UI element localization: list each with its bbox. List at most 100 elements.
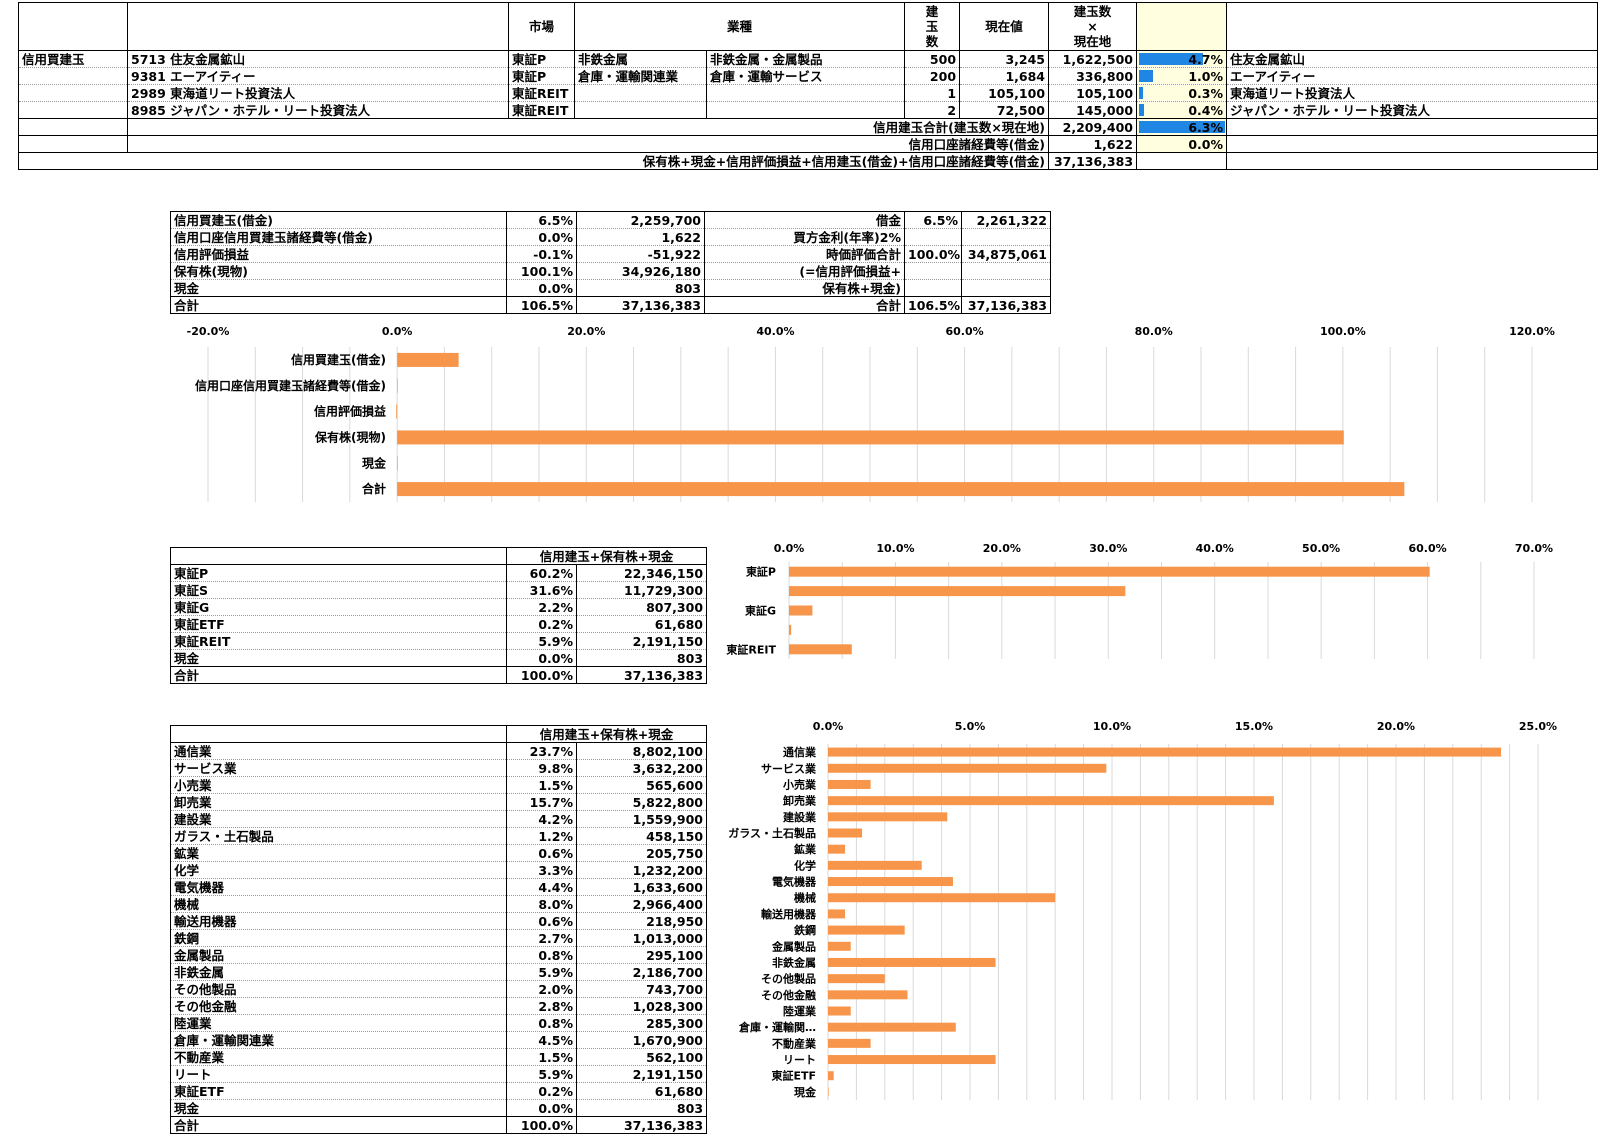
- industry-bar-chart: 0.0% 5.0% 10.0% 15.0% 20.0% 25.0% 通信業サービス業小売業卸…: [728, 720, 1557, 1100]
- row-label: 非鉄金属: [170, 963, 507, 981]
- bar: [789, 605, 813, 616]
- value-cell: 1,622,500: [1048, 50, 1138, 68]
- column-header: 信用建玉+保有株+現金: [505, 547, 708, 565]
- table-row: 東証ETF 0.2% 61,680: [170, 615, 708, 633]
- bar: [828, 779, 871, 789]
- right-value: [961, 279, 1051, 297]
- value-cell: 336,800: [1048, 67, 1138, 85]
- row-label: 東証G: [170, 598, 507, 616]
- bar: [397, 456, 398, 471]
- position-row: 9381 エーアイティー 東証P 倉庫・運輸関連業 倉庫・運輸サービス 200 1,684…: [18, 67, 1599, 85]
- row-label: 東証ETF: [170, 1082, 507, 1100]
- row-value: 1,670,900: [575, 1031, 708, 1049]
- row-value: 1,028,300: [575, 997, 708, 1015]
- x-tick-label: 20.0%: [983, 542, 1021, 555]
- bar: [828, 828, 863, 838]
- x-tick-label: 80.0%: [1135, 325, 1173, 338]
- row-label: 信用口座信用買建玉諸経費等(借金): [170, 228, 507, 246]
- category-label: 信用口座信用買建玉諸経費等(借金): [195, 378, 386, 393]
- row-pct: 100.0%: [506, 1116, 577, 1134]
- x-tick-label: 120.0%: [1509, 325, 1555, 338]
- row-label: 保有株(現物): [170, 262, 507, 280]
- row-value: 5,822,800: [575, 793, 708, 811]
- row-pct: 1.2%: [506, 827, 577, 845]
- table-row: その他製品 2.0% 743,700: [170, 980, 708, 998]
- market-cell: 東証P: [508, 67, 575, 85]
- row-value: 1,622: [576, 228, 705, 246]
- market-cell: 東証REIT: [508, 84, 575, 102]
- bar: [396, 404, 398, 419]
- pct-value: 1.0%: [1188, 68, 1224, 84]
- x-tick-label: 50.0%: [1302, 542, 1340, 555]
- category-label: 保有株(現物): [314, 429, 386, 444]
- x-tick-label: 10.0%: [1093, 720, 1131, 733]
- row-pct: 31.6%: [506, 581, 577, 599]
- right-label: 借金: [704, 211, 905, 229]
- row-value: 743,700: [575, 980, 708, 998]
- total-row: 合計 100.0% 37,136,383: [170, 666, 708, 684]
- right-name-cell: ジャパン・ホテル・リート投資法人: [1226, 101, 1599, 119]
- right-name-cell: エーアイティー: [1226, 67, 1599, 85]
- table-row: 電気機器 4.4% 1,633,600: [170, 878, 708, 896]
- pct-data-bar: [1139, 87, 1144, 99]
- category-label: 信用買建玉(借金): [291, 352, 386, 367]
- row-pct: 5.9%: [506, 1065, 577, 1083]
- blank: [1226, 118, 1599, 136]
- row-value: 34,926,180: [576, 262, 705, 280]
- table-row: サービス業 9.8% 3,632,200: [170, 759, 708, 777]
- category-label: 陸運業: [783, 1004, 817, 1018]
- industry-cell: [574, 84, 707, 102]
- row-pct: 8.0%: [506, 895, 577, 913]
- qty-cell: 200: [904, 67, 961, 85]
- blank: [18, 118, 128, 136]
- x-tick-label: 0.0%: [382, 325, 413, 338]
- row-label: 合計: [170, 1116, 507, 1134]
- row-value: 565,600: [575, 776, 708, 794]
- header-row: 市場 業種 建 玉 数 現在値 建玉数 × 現在地: [18, 2, 1599, 51]
- blank: [1226, 135, 1599, 153]
- column-header: 信用建玉+保有株+現金: [505, 725, 708, 743]
- stock-cell: 8985 ジャパン・ホテル・リート投資法人: [127, 101, 509, 119]
- row-value: 803: [575, 649, 708, 667]
- group-label: 信用買建玉: [18, 50, 128, 68]
- category-label: その他製品: [761, 972, 816, 986]
- category-label: 現金: [794, 1085, 817, 1099]
- right-pct: 100.0%: [904, 245, 962, 263]
- row-pct: 0.6%: [506, 912, 577, 930]
- pct-value: 0.4%: [1188, 102, 1224, 118]
- table-row: 機械 8.0% 2,966,400: [170, 895, 708, 913]
- bar: [828, 877, 953, 887]
- pct-bar-cell: 4.7%: [1136, 50, 1228, 68]
- row-pct: 23.7%: [506, 742, 577, 760]
- row-value: 2,966,400: [575, 895, 708, 913]
- x-tick-label: 5.0%: [955, 720, 986, 733]
- row-label: 倉庫・運輸関連業: [170, 1031, 507, 1049]
- row-label: 信用評価損益: [170, 245, 507, 263]
- table-row: リート 5.9% 2,191,150: [170, 1065, 708, 1083]
- bar: [828, 909, 846, 919]
- sum-label: 信用建玉合計(建玉数×現在地): [126, 118, 1050, 136]
- row-pct: 6.5%: [506, 211, 577, 229]
- bar: [397, 482, 1405, 497]
- header-qty: 建 玉 数: [904, 2, 961, 51]
- row-value: 61,680: [575, 1082, 708, 1100]
- x-tick-label: 70.0%: [1515, 542, 1553, 555]
- row-pct: 5.9%: [506, 632, 577, 650]
- grand-total-label: 保有株+現金+信用評価損益+信用建玉(借金)+信用口座諸経費等(借金): [17, 152, 1050, 170]
- table-row: 鉱業 0.6% 205,750: [170, 844, 708, 862]
- right-label: 保有株+現金): [704, 279, 905, 297]
- bar: [828, 796, 1274, 806]
- row-pct: 60.2%: [506, 564, 577, 582]
- header-industry: 業種: [573, 2, 906, 51]
- group-label: [18, 67, 128, 85]
- bar: [828, 763, 1107, 773]
- balance-row: 現金 0.0% 803 保有株+現金): [170, 279, 1051, 297]
- row-pct: 1.5%: [506, 1048, 577, 1066]
- table-row: 卸売業 15.7% 5,822,800: [170, 793, 708, 811]
- pct-data-bar: [1139, 104, 1145, 116]
- market-cell: 東証P: [508, 50, 575, 68]
- sum-value: 2,209,400: [1048, 118, 1138, 136]
- row-value: 205,750: [575, 844, 708, 862]
- category-label: サービス業: [761, 761, 817, 775]
- row-pct: 4.2%: [506, 810, 577, 828]
